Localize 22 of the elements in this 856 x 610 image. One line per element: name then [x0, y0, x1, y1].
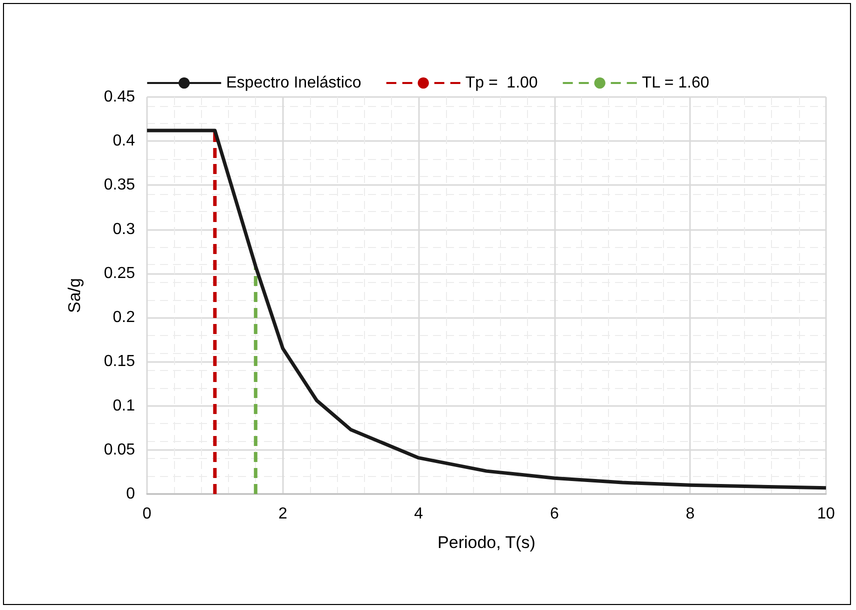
x-tick-label: 0: [142, 506, 152, 522]
y-tick-label: 0.35: [104, 176, 136, 194]
y-tick-label: 0.2: [112, 309, 136, 326]
y-tick-label: 0.45: [104, 88, 136, 106]
y-tick-label: 0.15: [104, 353, 136, 370]
y-tick-label: 0.05: [104, 441, 136, 458]
legend-label: Tp = 1.00: [465, 74, 538, 92]
y-axis-title: Sa/g: [65, 278, 84, 313]
x-axis-title: Periodo, T(s): [438, 533, 536, 552]
x-tick-label: 2: [278, 506, 288, 522]
x-tick-label: 10: [817, 506, 835, 522]
x-tick-label: 8: [686, 506, 695, 522]
line-series: [145, 128, 828, 490]
legend-label: TL = 1.60: [642, 74, 710, 92]
y-tick-label: 0.4: [112, 132, 136, 150]
y-tick-label: 0.25: [104, 264, 136, 282]
y-tick-label: 0: [126, 486, 136, 502]
y-tick-label: 0.1: [112, 397, 136, 414]
x-tick-label: 6: [550, 506, 559, 522]
y-tick-label: 0.3: [112, 220, 136, 238]
x-tick-label: 4: [414, 506, 424, 522]
legend-label: Espectro Inelástico: [226, 74, 362, 92]
